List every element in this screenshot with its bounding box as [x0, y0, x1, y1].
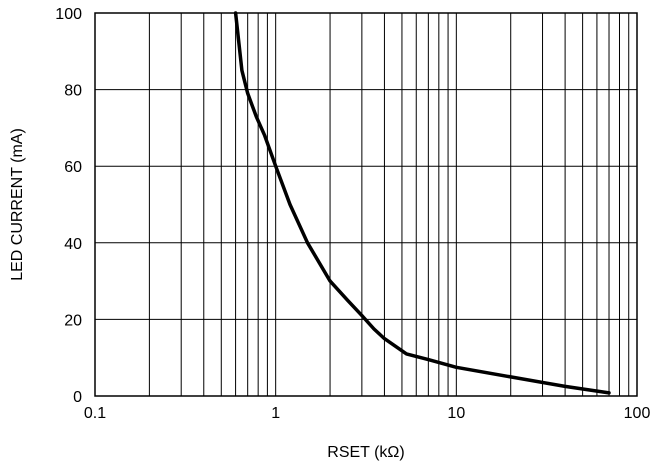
y-tick-label: 40: [64, 236, 82, 253]
y-tick-labels: 0 20 40 60 80 100: [55, 6, 82, 406]
series-line-1: [233, 11, 611, 395]
x-tick-label: 10: [447, 405, 465, 422]
y-tick-label: 100: [55, 6, 82, 23]
y-tick-label: 60: [64, 159, 82, 176]
y-tick-label: 0: [73, 389, 82, 406]
plot-frame: [94, 12, 638, 397]
y-tick-label: 80: [64, 83, 82, 100]
grid: [95, 13, 637, 396]
x-tick-label: 0.1: [84, 405, 106, 422]
y-axis-title: LED CURRENT (mA): [9, 128, 26, 281]
series-layer: [233, 11, 611, 395]
x-tick-label: 100: [624, 405, 651, 422]
y-tick-label: 20: [64, 312, 82, 329]
x-tick-label: 1: [271, 405, 280, 422]
x-tick-labels: 0.1 1 10 100: [84, 405, 651, 422]
x-axis-title: RSET (kΩ): [327, 444, 404, 461]
